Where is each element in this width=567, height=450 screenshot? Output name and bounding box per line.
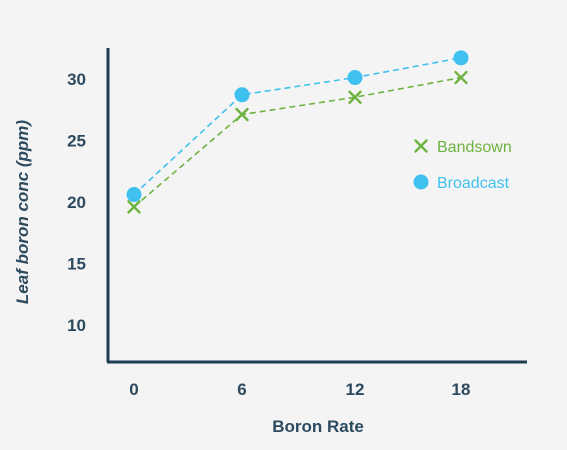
y-tick-labels: 10 15 20 25 30 (67, 70, 86, 335)
y-tick-label: 10 (67, 316, 86, 335)
legend-marker-broadcast (413, 174, 429, 190)
y-tick-label: 25 (67, 131, 86, 150)
broadcast-point (347, 70, 363, 86)
legend: Bandsown Broadcast (413, 139, 512, 192)
bandsown-point (454, 70, 468, 85)
legend-marker-bandsown (414, 139, 428, 153)
broadcast-point (453, 50, 469, 66)
bandsown-point (127, 200, 141, 214)
x-tick-label: 0 (129, 380, 138, 399)
broadcast-point (234, 87, 250, 103)
x-tick-labels: 0 6 12 18 (129, 380, 470, 399)
y-tick-label: 30 (67, 70, 86, 89)
broadcast-line (133, 57, 462, 196)
bandsown-line (133, 76, 462, 208)
y-tick-label: 15 (67, 254, 86, 273)
x-tick-label: 12 (346, 380, 365, 399)
legend-label-broadcast: Broadcast (437, 175, 510, 192)
x-tick-label: 18 (452, 380, 471, 399)
legend-label-bandsown: Bandsown (437, 139, 512, 156)
y-axis-title: Leaf boron conc (ppm) (13, 120, 32, 305)
series (126, 50, 469, 214)
y-tick-label: 20 (67, 193, 86, 212)
axes (106, 48, 527, 364)
bandsown-point (348, 90, 362, 104)
series-broadcast (126, 50, 469, 203)
x-tick-label: 6 (237, 380, 246, 399)
x-axis-title: Boron Rate (272, 417, 364, 436)
bandsown-point (235, 107, 249, 122)
broadcast-point (126, 187, 142, 203)
series-bandsown (127, 70, 468, 214)
